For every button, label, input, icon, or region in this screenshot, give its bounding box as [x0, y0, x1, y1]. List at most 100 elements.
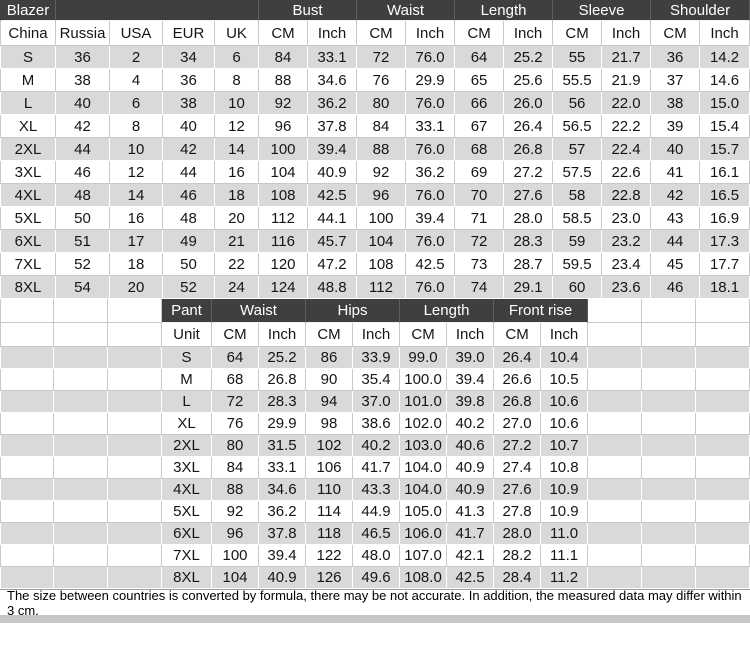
- bottom-strip: [0, 615, 750, 623]
- table-cell: 41.3: [447, 501, 495, 523]
- pant-size-table: Pant Waist Hips Length Front rise Unit C…: [0, 299, 750, 589]
- table-cell: 21.7: [602, 46, 652, 69]
- empty-cell: [108, 435, 162, 457]
- table-cell: 40.2: [353, 435, 401, 457]
- empty-cell: [108, 413, 162, 435]
- empty-cell: [54, 369, 108, 391]
- empty-cell: [0, 523, 54, 545]
- table-cell: 23.6: [602, 276, 652, 299]
- unit-header-cm: CM: [357, 21, 407, 46]
- table-cell: 17.3: [700, 230, 750, 253]
- unit-header-inch: Inch: [259, 323, 307, 347]
- table-cell: 12: [215, 115, 259, 138]
- empty-cell: [696, 479, 750, 501]
- table-cell: 40: [651, 138, 701, 161]
- table-cell: 10.6: [541, 391, 589, 413]
- empty-cell: [54, 545, 108, 567]
- table-cell: XL: [162, 413, 212, 435]
- unit-header-inch: Inch: [308, 21, 358, 46]
- table-cell: 16.1: [700, 161, 750, 184]
- empty-cell: [108, 299, 162, 323]
- table-cell: 42: [163, 138, 215, 161]
- empty-cell: [108, 323, 162, 347]
- empty-cell: [642, 369, 697, 391]
- unit-header-cm: CM: [400, 323, 448, 347]
- table-cell: 17.7: [700, 253, 750, 276]
- empty-cell: [54, 457, 108, 479]
- table-cell: 76.0: [406, 46, 456, 69]
- unit-header-inch: Inch: [353, 323, 401, 347]
- unit-header-inch: Inch: [700, 21, 750, 46]
- table-cell: 22.8: [602, 184, 652, 207]
- table-cell: 56.5: [553, 115, 603, 138]
- table-cell: 18: [215, 184, 259, 207]
- table-cell: 14.6: [700, 69, 750, 92]
- table-cell: 40.9: [259, 567, 307, 589]
- table-cell: 22.4: [602, 138, 652, 161]
- table-cell: 76.0: [406, 184, 456, 207]
- table-cell: 14.2: [700, 46, 750, 69]
- table-cell: 76.0: [406, 138, 456, 161]
- table-cell: 42.5: [308, 184, 358, 207]
- table-cell: 26.8: [494, 391, 542, 413]
- table-cell: 84: [212, 457, 259, 479]
- table-cell: 36.2: [406, 161, 456, 184]
- empty-cell: [108, 479, 162, 501]
- column-header-length: Length: [455, 0, 554, 21]
- table-row: XL 76 29.9 98 38.6 102.0 40.2 27.0 10.6: [0, 413, 750, 435]
- table-cell: L: [0, 92, 56, 115]
- table-cell: 15.0: [700, 92, 750, 115]
- table-cell: 96: [259, 115, 308, 138]
- empty-cell: [108, 523, 162, 545]
- table-cell: 27.6: [504, 184, 554, 207]
- table-cell: 10.7: [541, 435, 589, 457]
- table-cell: 2XL: [0, 138, 56, 161]
- table-row: 4XL 48 14 46 18 108 42.5 96 76.0 70 27.6 58 22.8 42 16…: [0, 184, 750, 207]
- table-cell: 21: [215, 230, 259, 253]
- table-cell: 38: [651, 92, 701, 115]
- table-cell: 38: [163, 92, 215, 115]
- table-cell: 29.1: [504, 276, 554, 299]
- table-cell: 21.9: [602, 69, 652, 92]
- table-cell: 31.5: [259, 435, 307, 457]
- empty-cell: [588, 347, 643, 369]
- table-cell: 76.0: [406, 230, 456, 253]
- table-cell: 72: [455, 230, 505, 253]
- table-cell: 28.3: [259, 391, 307, 413]
- table-cell: 69: [455, 161, 505, 184]
- empty-cell: [696, 347, 750, 369]
- table-row: L 40 6 38 10 92 36.2 80 76.0 66 26.0 56 22.0 38 15.0: [0, 92, 750, 115]
- table-cell: 20: [110, 276, 163, 299]
- empty-cell: [0, 479, 54, 501]
- table-cell: 12: [110, 161, 163, 184]
- table-row: M 68 26.8 90 35.4 100.0 39.4 26.6 10.5: [0, 369, 750, 391]
- empty-cell: [0, 501, 54, 523]
- table-cell: 64: [212, 347, 259, 369]
- table-cell: 58: [553, 184, 603, 207]
- table-row: 6XL 96 37.8 118 46.5 106.0 41.7 28.0 11.0: [0, 523, 750, 545]
- table-cell: 45.7: [308, 230, 358, 253]
- table-cell: 100.0: [400, 369, 448, 391]
- empty-cell: [696, 523, 750, 545]
- table-cell: 96: [212, 523, 259, 545]
- table-cell: 102.0: [400, 413, 448, 435]
- table-cell: 44: [651, 230, 701, 253]
- empty-cell: [54, 323, 108, 347]
- table-cell: 48.8: [308, 276, 358, 299]
- empty-cell: [108, 457, 162, 479]
- table-cell: 8: [215, 69, 259, 92]
- table-cell: 105.0: [400, 501, 448, 523]
- table-row: 5XL 50 16 48 20 112 44.1 100 39.4 71 28.0 58.5 23.0 4…: [0, 207, 750, 230]
- table-cell: 118: [306, 523, 354, 545]
- table-cell: 57: [553, 138, 603, 161]
- table-cell: 84: [259, 46, 308, 69]
- table-cell: 41.7: [353, 457, 401, 479]
- column-header-usa: USA: [110, 21, 163, 46]
- table-cell: 76.0: [406, 92, 456, 115]
- table-cell: 28.0: [504, 207, 554, 230]
- table-cell: S: [0, 46, 56, 69]
- table-cell: 107.0: [400, 545, 448, 567]
- table-cell: 28.7: [504, 253, 554, 276]
- table-cell: 108: [357, 253, 407, 276]
- table-cell: 67: [455, 115, 505, 138]
